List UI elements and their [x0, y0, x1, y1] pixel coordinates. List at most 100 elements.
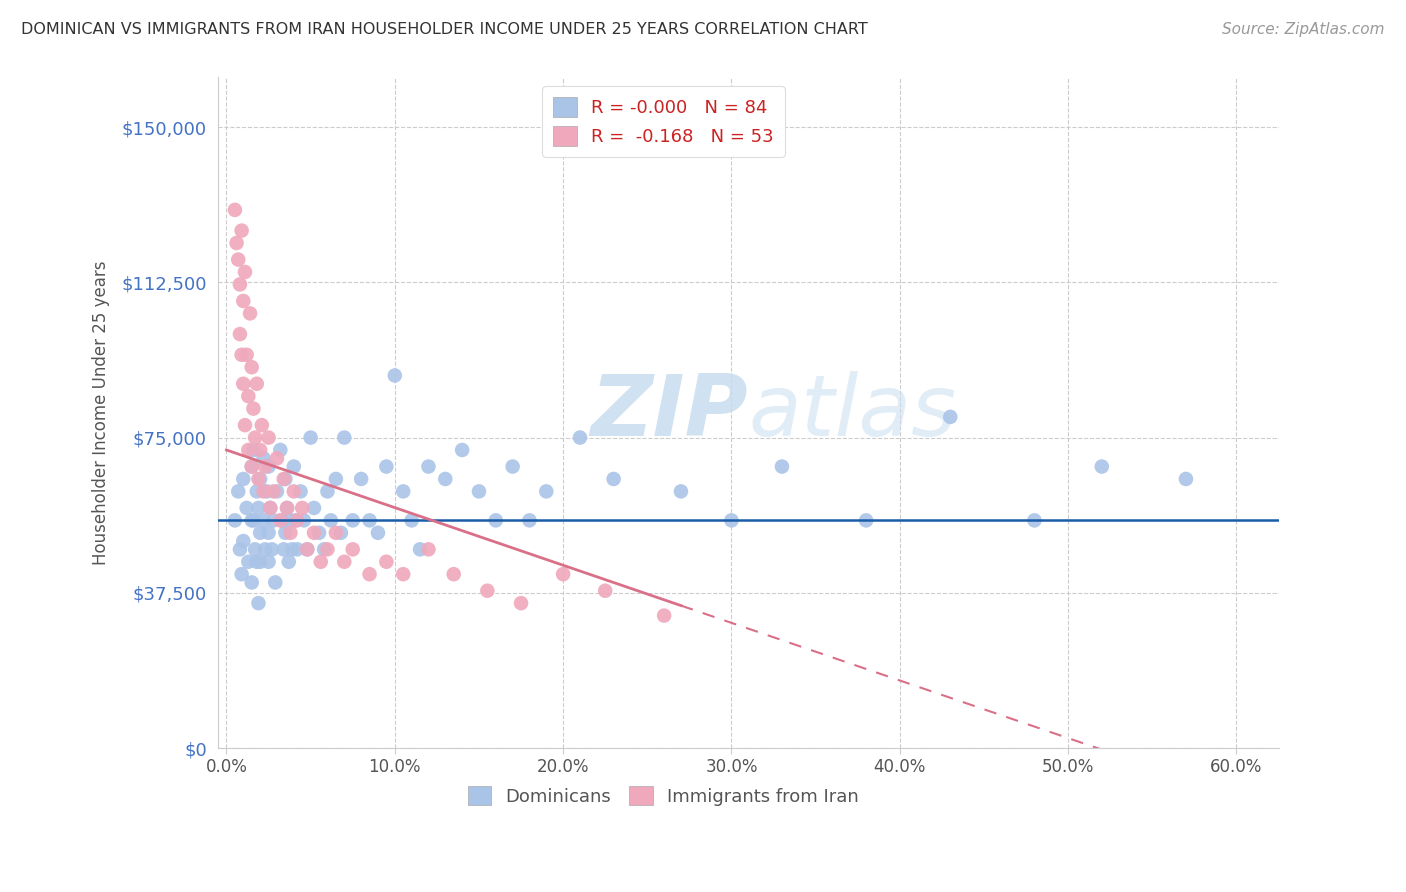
Point — [280, 513, 302, 527]
Point — [226, 252, 249, 267]
Point — [233, 265, 256, 279]
Point — [242, 442, 264, 457]
Point — [273, 542, 295, 557]
Point — [229, 327, 252, 342]
Text: ZIP: ZIP — [591, 371, 748, 454]
Point — [238, 555, 260, 569]
Point — [235, 500, 257, 515]
Point — [252, 484, 274, 499]
Point — [229, 277, 252, 292]
Point — [249, 525, 271, 540]
Point — [350, 472, 373, 486]
Point — [252, 513, 274, 527]
Point — [257, 431, 280, 445]
Point — [276, 500, 298, 515]
Point — [392, 567, 415, 582]
Point — [249, 442, 271, 457]
Legend: Dominicans, Immigrants from Iran: Dominicans, Immigrants from Iran — [461, 779, 866, 813]
Point — [247, 500, 270, 515]
Point — [855, 513, 877, 527]
Point — [243, 431, 266, 445]
Point — [392, 484, 415, 499]
Point — [246, 555, 269, 569]
Point — [273, 472, 295, 486]
Point — [238, 442, 260, 457]
Point — [263, 513, 285, 527]
Point — [418, 459, 440, 474]
Point — [359, 567, 381, 582]
Point — [259, 500, 281, 515]
Point — [276, 500, 298, 515]
Point — [229, 542, 252, 557]
Point — [252, 451, 274, 466]
Point — [232, 376, 254, 391]
Point — [477, 583, 499, 598]
Point — [239, 306, 262, 320]
Point — [280, 525, 302, 540]
Point — [284, 513, 307, 527]
Point — [309, 555, 332, 569]
Point — [269, 513, 291, 527]
Point — [316, 542, 339, 557]
Point — [257, 459, 280, 474]
Point — [285, 542, 308, 557]
Point — [246, 484, 269, 499]
Point — [249, 555, 271, 569]
Point — [1024, 513, 1046, 527]
Point — [367, 525, 389, 540]
Point — [257, 555, 280, 569]
Point — [418, 542, 440, 557]
Point — [384, 368, 406, 383]
Point — [226, 484, 249, 499]
Point — [292, 513, 315, 527]
Text: Source: ZipAtlas.com: Source: ZipAtlas.com — [1222, 22, 1385, 37]
Point — [247, 472, 270, 486]
Point — [510, 596, 533, 610]
Point — [224, 202, 246, 217]
Point — [269, 442, 291, 457]
Point — [652, 608, 675, 623]
Point — [238, 389, 260, 403]
Point — [375, 555, 398, 569]
Point — [281, 542, 304, 557]
Point — [225, 235, 247, 250]
Point — [519, 513, 541, 527]
Point — [720, 513, 742, 527]
Point — [443, 567, 465, 582]
Point — [939, 409, 962, 424]
Point — [333, 431, 356, 445]
Text: DOMINICAN VS IMMIGRANTS FROM IRAN HOUSEHOLDER INCOME UNDER 25 YEARS CORRELATION : DOMINICAN VS IMMIGRANTS FROM IRAN HOUSEH… — [21, 22, 868, 37]
Point — [249, 472, 271, 486]
Point — [316, 484, 339, 499]
Point — [409, 542, 432, 557]
Point — [359, 513, 381, 527]
Point — [291, 500, 314, 515]
Point — [297, 542, 319, 557]
Point — [257, 525, 280, 540]
Point — [266, 451, 288, 466]
Point — [325, 525, 347, 540]
Point — [553, 567, 575, 582]
Point — [231, 224, 253, 238]
Point — [224, 513, 246, 527]
Point — [232, 293, 254, 308]
Point — [485, 513, 508, 527]
Point — [468, 484, 491, 499]
Point — [602, 472, 624, 486]
Point — [290, 484, 312, 499]
Point — [314, 542, 336, 557]
Point — [271, 513, 294, 527]
Point — [235, 348, 257, 362]
Point — [246, 376, 269, 391]
Point — [242, 513, 264, 527]
Point — [233, 418, 256, 433]
Point — [568, 431, 591, 445]
Point — [250, 418, 273, 433]
Point — [231, 348, 253, 362]
Point — [451, 442, 474, 457]
Point — [264, 575, 287, 590]
Point — [302, 500, 325, 515]
Point — [254, 459, 277, 474]
Point — [240, 459, 263, 474]
Point — [342, 513, 364, 527]
